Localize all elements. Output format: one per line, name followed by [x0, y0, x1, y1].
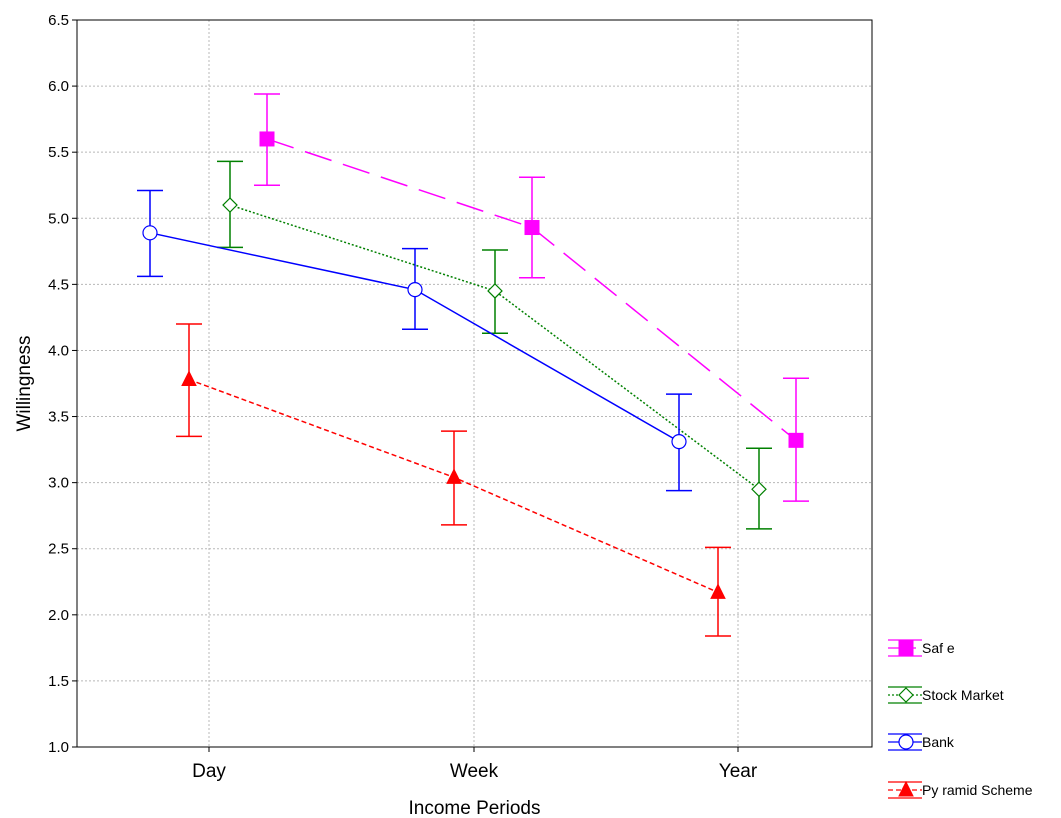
- data-point: [142, 225, 158, 241]
- legend-item-3: Py ramid Scheme: [888, 780, 1033, 799]
- data-point: [407, 282, 423, 298]
- y-tick-label: 1.5: [48, 673, 69, 690]
- data-point: [446, 468, 462, 484]
- legend-label: Stock Market: [922, 687, 1004, 703]
- y-axis-ticks: 1.0 1.5 2.0 2.5 3.0 3.5 4.0 4.5 5.0 5.5 6.0 6.5: [48, 12, 77, 756]
- series-1: [217, 160, 772, 530]
- y-tick-label: 3.0: [48, 475, 69, 492]
- y-tick-label: 4.5: [48, 276, 69, 293]
- x-tick-label: Week: [450, 761, 499, 782]
- y-tick-label: 4.0: [48, 342, 69, 359]
- y-tick-label: 2.0: [48, 607, 69, 624]
- legend-marker: [898, 687, 914, 703]
- y-tick-label: 3.5: [48, 409, 69, 426]
- data-point: [788, 432, 804, 448]
- series-layer: [137, 93, 809, 637]
- x-axis-label: Income Periods: [408, 798, 540, 818]
- series-2: [137, 189, 692, 492]
- data-point: [751, 481, 767, 498]
- data-point: [524, 220, 540, 236]
- x-tick-label: Year: [719, 761, 758, 782]
- series-line: [266, 138, 797, 441]
- series-0: [254, 93, 809, 502]
- data-point: [710, 583, 726, 599]
- legend-label: Saf e: [922, 640, 955, 656]
- y-tick-label: 6.5: [48, 12, 69, 29]
- data-point: [671, 434, 687, 450]
- legend-label: Bank: [922, 734, 955, 750]
- series-3: [176, 323, 731, 637]
- data-point: [181, 370, 197, 387]
- legend-marker: [898, 734, 914, 750]
- legend: Saf e Stock Market Bank Py ramid Scheme: [888, 639, 1033, 799]
- x-tick-label: Day: [192, 761, 226, 782]
- y-tick-label: 6.0: [48, 78, 69, 95]
- legend-marker: [898, 780, 914, 797]
- y-tick-label: 1.0: [48, 739, 69, 756]
- legend-label: Py ramid Scheme: [922, 782, 1033, 798]
- legend-marker: [898, 640, 914, 656]
- data-point: [222, 197, 238, 213]
- legend-item-1: Stock Market: [888, 686, 1004, 704]
- legend-item-2: Bank: [888, 733, 955, 751]
- data-point: [259, 131, 275, 147]
- x-axis-ticks: Day Week Year: [192, 747, 758, 782]
- y-tick-label: 5.0: [48, 210, 69, 227]
- series-line: [229, 204, 760, 490]
- y-tick-label: 5.5: [48, 144, 69, 161]
- data-point: [487, 283, 503, 299]
- y-axis-label: Willingness: [14, 335, 35, 431]
- legend-item-0: Saf e: [888, 639, 955, 657]
- y-tick-label: 2.5: [48, 541, 69, 558]
- grid-lines: [77, 20, 872, 747]
